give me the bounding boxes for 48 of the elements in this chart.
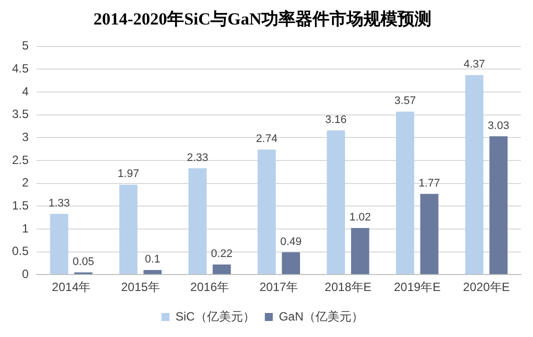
y-tick-label: 1	[22, 221, 29, 236]
y-tick-label: 5	[22, 38, 29, 53]
data-label: 3.16	[325, 114, 347, 126]
bar	[465, 75, 484, 274]
bar	[188, 168, 207, 274]
bar	[489, 136, 508, 274]
bar	[258, 150, 276, 274]
x-tick-label: 2020年E	[463, 280, 510, 294]
data-label: 1.97	[118, 168, 140, 180]
data-label: 3.57	[394, 95, 416, 108]
x-tick-label: 2014年	[52, 280, 91, 294]
y-tick-label: 4	[22, 84, 29, 98]
bar	[143, 270, 162, 274]
y-tick-label: 0.5	[12, 244, 29, 258]
y-tick-label: 3.5	[12, 107, 29, 122]
y-tick-label: 1.5	[12, 198, 29, 212]
data-label: 4.37	[464, 58, 486, 71]
y-tick-label: 3	[22, 130, 29, 144]
bar	[420, 194, 438, 274]
bar	[50, 214, 68, 274]
y-tick-label: 2.5	[12, 152, 29, 167]
bar	[351, 228, 370, 274]
bar	[212, 264, 231, 274]
legend-label: SiC（亿美元）	[175, 309, 255, 324]
x-tick-label: 2015年	[121, 280, 160, 294]
y-tick-label: 4.5	[12, 62, 29, 76]
data-label: 1.33	[48, 197, 70, 210]
data-label: 2.33	[186, 152, 208, 164]
data-label: 2.74	[256, 133, 278, 146]
y-tick-label: 2	[22, 176, 29, 190]
y-tick-label: 0	[22, 266, 29, 281]
data-label: 1.77	[418, 177, 440, 190]
chart-title: 2014-2020年SiC与GaN功率器件市场规模预测	[93, 10, 432, 29]
data-label: 0.05	[72, 256, 94, 268]
bar	[119, 184, 138, 274]
data-label: 1.02	[349, 212, 371, 224]
x-tick-label: 2016年	[190, 280, 230, 294]
data-label: 3.03	[488, 120, 510, 132]
bar	[396, 112, 414, 274]
data-label: 0.22	[211, 248, 232, 260]
x-tick-label: 2018年E	[324, 280, 372, 294]
data-label: 0.49	[280, 236, 302, 248]
legend-label: GaN（亿美元）	[278, 309, 364, 324]
bar	[326, 130, 345, 274]
x-tick-label: 2017年	[259, 280, 298, 294]
bar	[282, 252, 300, 274]
x-tick-label: 2019年E	[394, 280, 441, 294]
data-label: 0.1	[144, 254, 160, 266]
